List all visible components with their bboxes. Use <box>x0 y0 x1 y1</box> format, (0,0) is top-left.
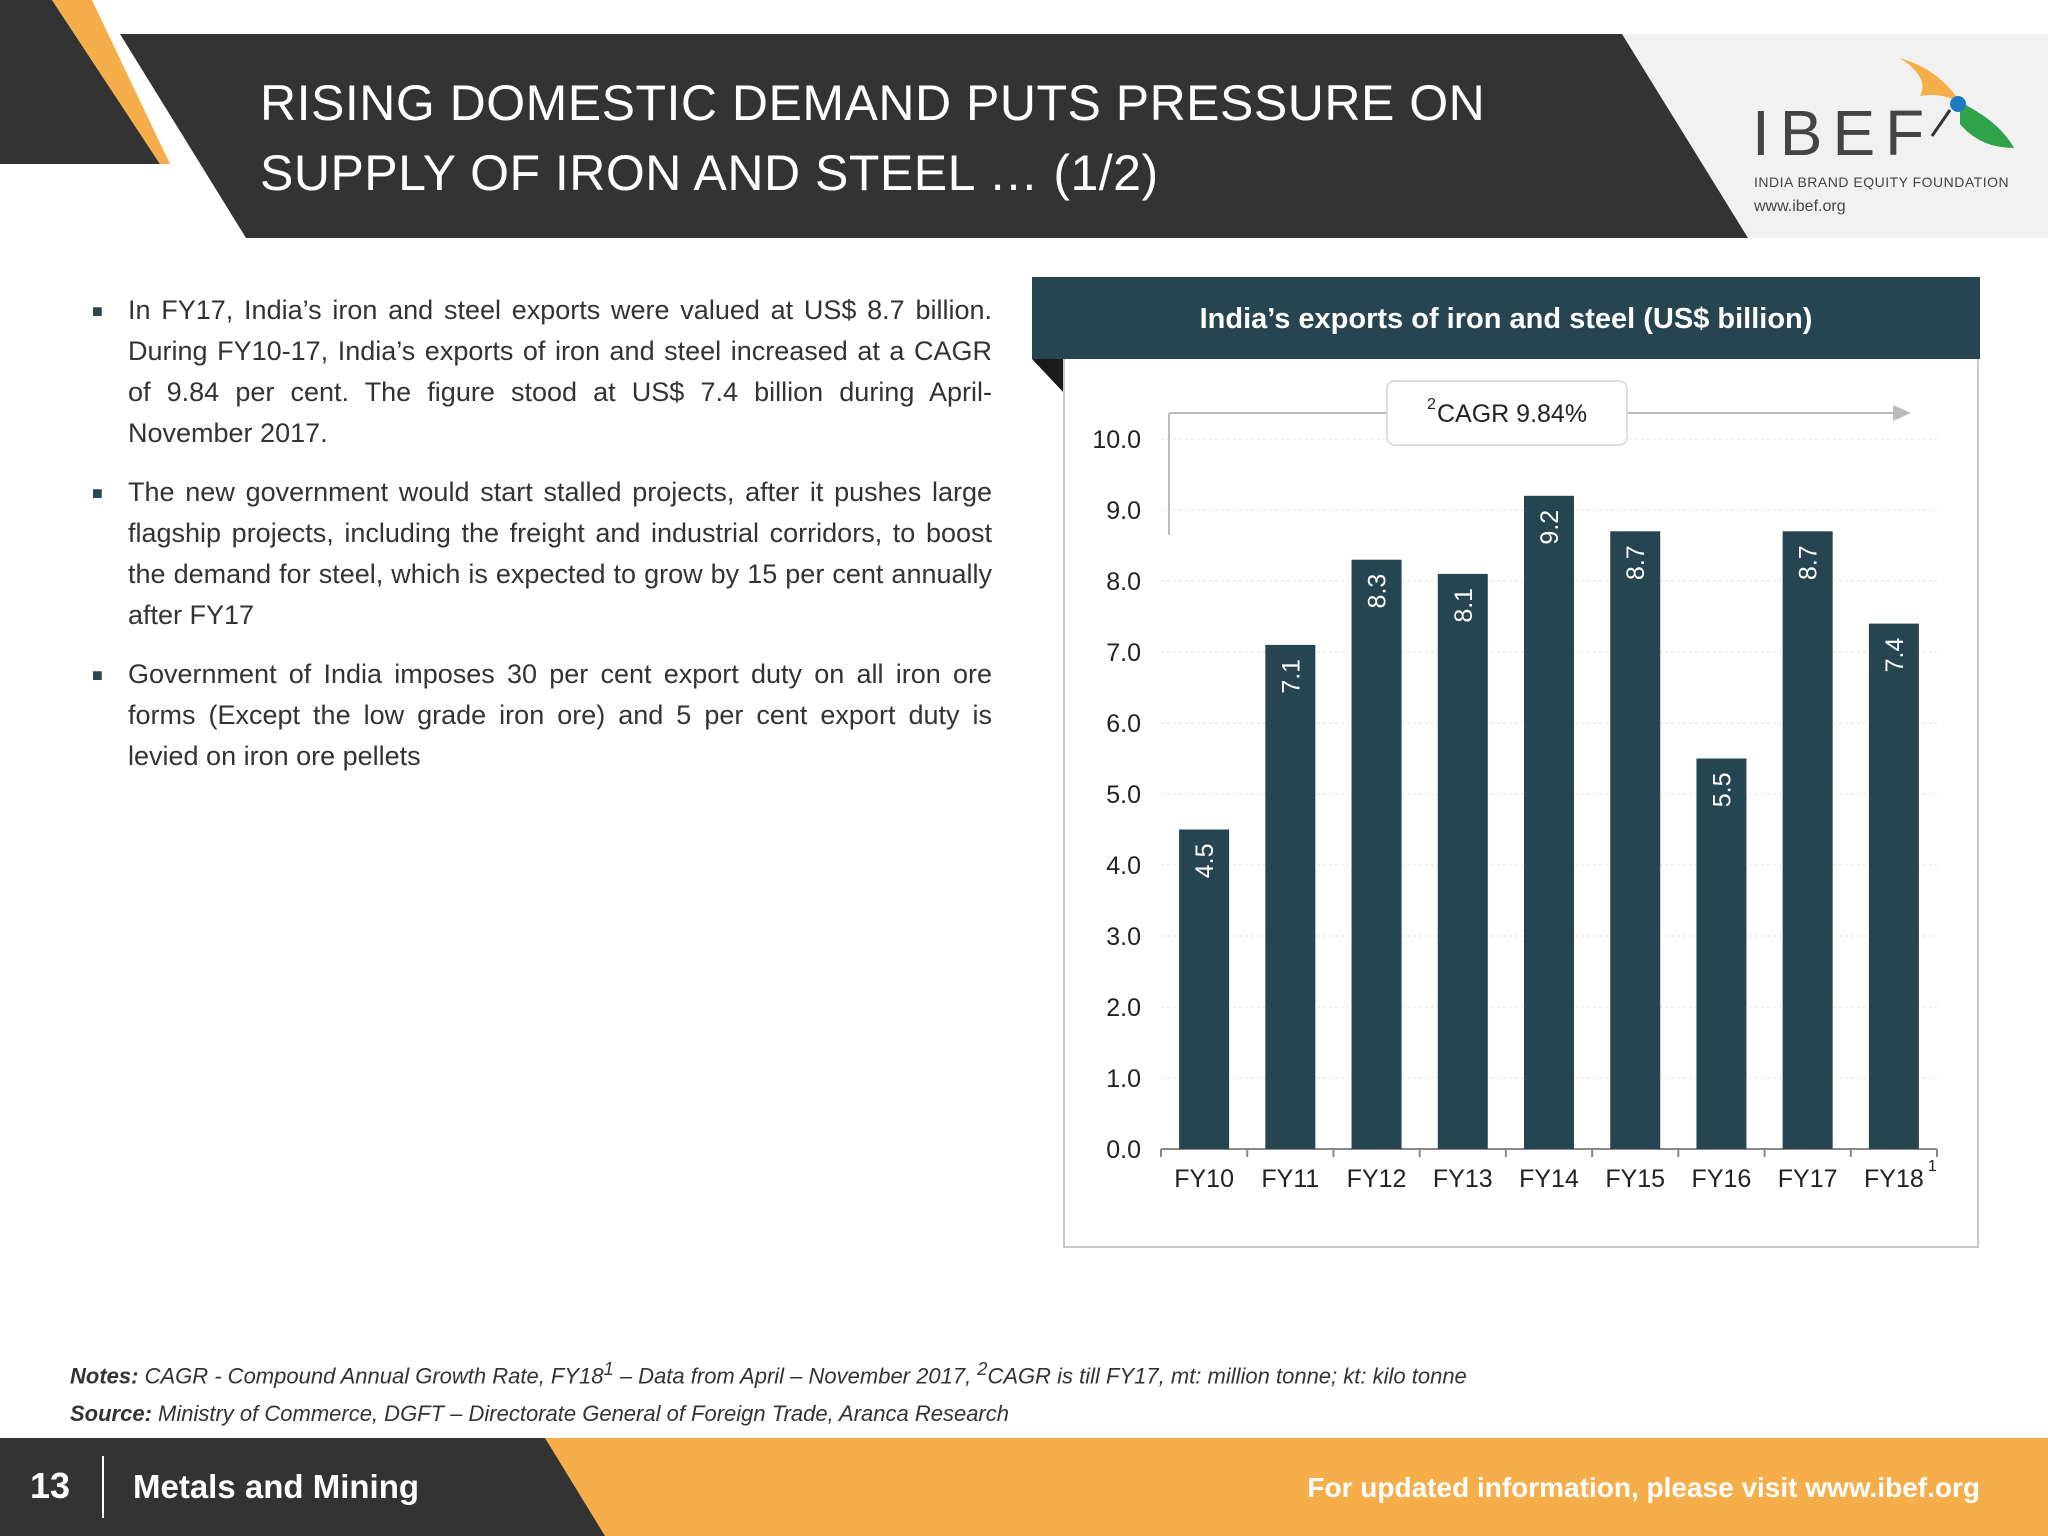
cagr-box <box>1386 380 1628 446</box>
square-bullet-icon: ■ <box>92 665 103 685</box>
title-line-2: SUPPLY OF IRON AND STEEL … (1/2) <box>260 145 1159 201</box>
y-tick-label: 2.0 <box>1106 994 1141 1022</box>
bar <box>1610 531 1661 1149</box>
x-tick-label: FY16 <box>1692 1165 1752 1193</box>
x-tick-label: FY10 <box>1174 1165 1234 1193</box>
bullet-list: ■ In FY17, India’s iron and steel exports… <box>90 290 992 795</box>
x-tick-label: FY18 <box>1864 1165 1924 1193</box>
square-bullet-icon: ■ <box>92 483 103 503</box>
page-title: RISING DOMESTIC DEMAND PUTS PRESSURE ON … <box>260 68 1485 208</box>
y-tick-label: 0.0 <box>1106 1136 1141 1164</box>
header-banner: RISING DOMESTIC DEMAND PUTS PRESSURE ON … <box>0 0 2048 240</box>
bullet-item: ■ Government of India imposes 30 per cent… <box>90 654 992 777</box>
x-tick-label: FY15 <box>1605 1165 1665 1193</box>
chart-title-fold <box>1032 359 1064 393</box>
y-tick-label: 1.0 <box>1106 1065 1141 1093</box>
y-tick-label: 6.0 <box>1106 710 1141 738</box>
x-tick-label: FY13 <box>1433 1165 1493 1193</box>
x-tick-label: FY12 <box>1347 1165 1407 1193</box>
page-number: 13 <box>30 1465 71 1506</box>
bar-data-label: 4.5 <box>1191 844 1219 879</box>
source-text: Ministry of Commerce, DGFT – Directorate… <box>151 1401 1009 1427</box>
bullet-text: The new government would start stalled p… <box>128 477 992 630</box>
y-tick-label: 5.0 <box>1106 781 1141 809</box>
x-tick-label: FY14 <box>1519 1165 1579 1193</box>
logo-subtitle: INDIA BRAND EQUITY FOUNDATION <box>1754 174 2010 190</box>
y-tick-label: 3.0 <box>1106 923 1141 951</box>
bullet-item: ■ In FY17, India’s iron and steel exports… <box>90 290 992 454</box>
bar <box>1351 559 1402 1149</box>
cagr-superscript: 2 <box>1427 396 1436 413</box>
notes-text: CAGR is till FY17, mt: million tonne; kt… <box>987 1363 1467 1389</box>
logo-wordmark: IBEF <box>1752 97 1935 169</box>
bar <box>1696 758 1747 1149</box>
bullet-item: ■ The new government would start stalled … <box>90 472 992 636</box>
bar-chart: 0.0 1.0 2.0 3.0 4.0 5.0 6.0 7.0 8.0 9.0 10.0 4.5 FY1… <box>1092 380 1938 1193</box>
bar <box>1179 829 1230 1149</box>
notes-text: – Data from April – November 2017, <box>613 1363 978 1389</box>
bar-data-label: 5.5 <box>1708 773 1736 808</box>
source-line: Source: Ministry of Commerce, DGFT – Dir… <box>70 1395 1467 1433</box>
chart-title-bar: India’s exports of iron and steel (US$ b… <box>1032 277 1980 359</box>
chart-panel: 0.0 1.0 2.0 3.0 4.0 5.0 6.0 7.0 8.0 9.0 10.0 4.5 FY1… <box>1063 359 1979 1248</box>
bar <box>1437 573 1488 1149</box>
bar-data-label: 7.1 <box>1277 659 1305 694</box>
cagr-arrow-head <box>1893 405 1911 421</box>
y-tick-label: 9.0 <box>1106 497 1141 525</box>
bar <box>1523 495 1575 1149</box>
notes-text: CAGR - Compound Annual Growth Rate, FY18 <box>138 1363 604 1389</box>
bullet-text: In FY17, India’s iron and steel exports … <box>128 295 992 448</box>
square-bullet-icon: ■ <box>92 301 103 321</box>
notes-block: Notes: CAGR - Compound Annual Growth Rat… <box>70 1350 1467 1433</box>
y-tick-label: 8.0 <box>1106 568 1141 596</box>
title-line-1: RISING DOMESTIC DEMAND PUTS PRESSURE ON <box>260 75 1486 131</box>
notes-line: Notes: CAGR - Compound Annual Growth Rat… <box>70 1350 1467 1395</box>
y-tick-label: 10.0 <box>1092 426 1141 454</box>
bar-data-label: 8.7 <box>1622 545 1650 580</box>
bar <box>1265 644 1316 1149</box>
source-label: Source: <box>70 1401 152 1427</box>
footer-bar <box>0 1438 2048 1536</box>
logo-url: www.ibef.org <box>1754 198 1846 215</box>
y-tick-label: 4.0 <box>1106 852 1141 880</box>
bar-data-label: 9.2 <box>1536 510 1564 545</box>
notes-superscript: 2 <box>977 1358 988 1379</box>
bar-data-label: 8.1 <box>1450 588 1478 623</box>
y-tick-label: 7.0 <box>1106 639 1141 667</box>
bar-data-label: 8.7 <box>1795 545 1823 580</box>
bar <box>1782 531 1833 1149</box>
notes-superscript: 1 <box>603 1358 614 1379</box>
x-tick-label: FY17 <box>1778 1165 1838 1193</box>
header-shapes <box>0 0 2048 238</box>
visit-website-link[interactable]: For updated information, please visit ww… <box>1307 1472 1980 1503</box>
x-tick-label: FY11 <box>1261 1165 1319 1193</box>
chart-title: India’s exports of iron and steel (US$ b… <box>1199 303 1813 335</box>
footer-divider <box>102 1456 104 1518</box>
bar <box>1868 623 1919 1149</box>
x-tick-superscript: 1 <box>1928 1158 1937 1175</box>
section-name: Metals and Mining <box>133 1468 420 1505</box>
bird-logo-icon <box>1900 58 2014 148</box>
bar-data-label: 7.4 <box>1881 638 1909 673</box>
notes-label: Notes: <box>70 1363 139 1389</box>
bullet-text: Government of India imposes 30 per cent … <box>128 659 992 771</box>
cagr-label: CAGR 9.84% <box>1437 400 1587 428</box>
bar-data-label: 8.3 <box>1364 574 1392 609</box>
